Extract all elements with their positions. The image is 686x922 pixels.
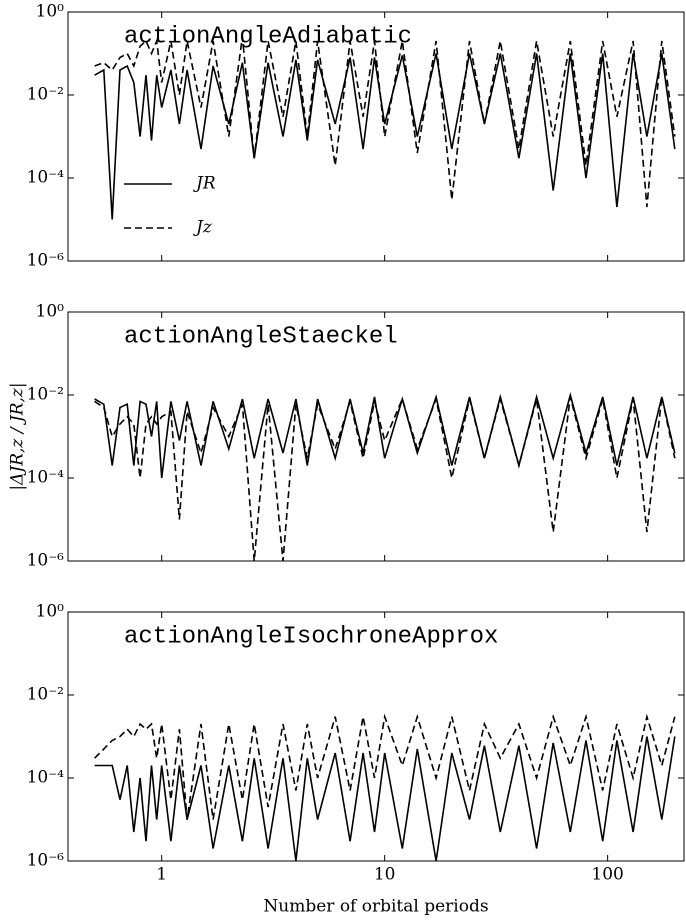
x-tick-label: 10 bbox=[374, 865, 396, 885]
y-tick-label: 10⁻⁶ bbox=[27, 551, 65, 571]
panel-title: actionAngleIsochroneApprox bbox=[124, 623, 498, 650]
y-tick-label: 10⁻⁴ bbox=[27, 168, 65, 188]
y-tick-label: 10⁻⁶ bbox=[27, 851, 65, 871]
y-tick-label: 10⁰ bbox=[36, 602, 65, 622]
series-line bbox=[94, 391, 676, 479]
series-line bbox=[94, 713, 676, 820]
series-line bbox=[94, 395, 676, 561]
y-tick-label: 10⁰ bbox=[36, 2, 65, 22]
y-axis-label: |ΔJR,z / JR,z| bbox=[8, 382, 28, 490]
panel-title: actionAngleAdiabatic bbox=[124, 23, 412, 50]
x-tick-label: 100 bbox=[591, 865, 623, 885]
panel-title: actionAngleStaeckel bbox=[124, 323, 398, 350]
plot-frame bbox=[67, 11, 685, 262]
y-tick-label: 10⁻² bbox=[27, 85, 64, 105]
legend-label: JR bbox=[193, 174, 216, 194]
y-tick-label: 10⁻⁶ bbox=[27, 251, 65, 271]
plot-frame bbox=[67, 611, 685, 862]
x-tick-label: 1 bbox=[156, 865, 167, 885]
y-tick-label: 10⁻⁴ bbox=[27, 468, 65, 488]
series-line bbox=[94, 736, 676, 861]
x-axis-label: Number of orbital periods bbox=[263, 897, 488, 917]
y-tick-label: 10⁻⁴ bbox=[27, 768, 65, 788]
y-tick-label: 10⁻² bbox=[27, 685, 64, 705]
plot-frame bbox=[67, 311, 685, 562]
series-line bbox=[94, 53, 676, 220]
y-tick-label: 10⁻² bbox=[27, 385, 64, 405]
legend-label: Jz bbox=[193, 218, 213, 238]
series-line bbox=[94, 36, 676, 208]
y-tick-label: 10⁰ bbox=[36, 302, 65, 322]
